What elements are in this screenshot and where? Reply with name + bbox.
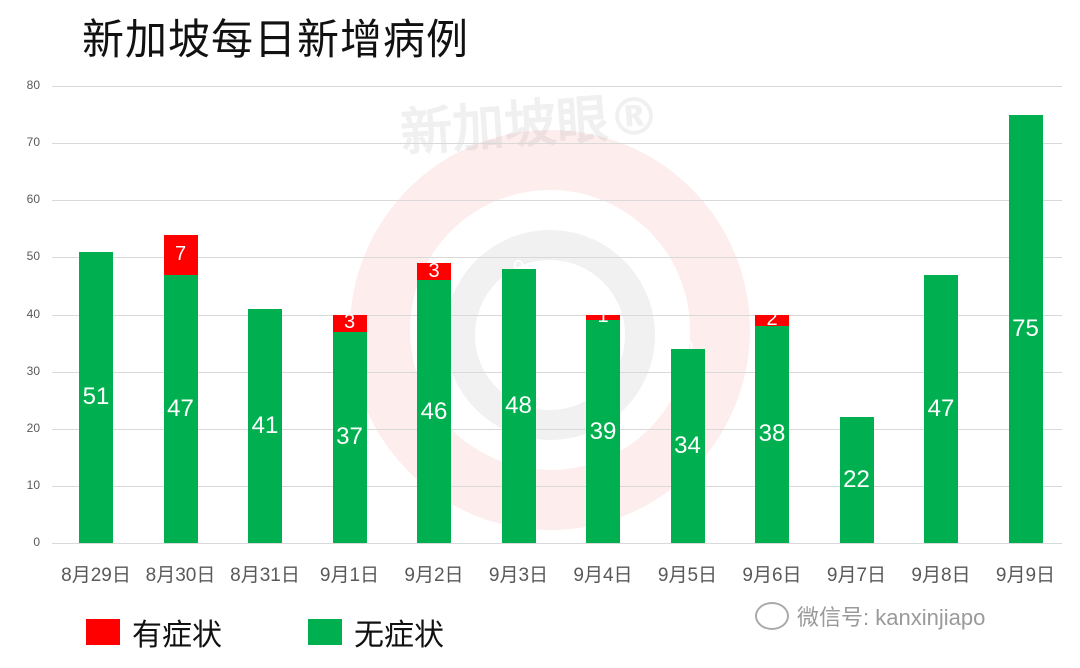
x-tick-label: 9月1日 xyxy=(319,565,380,586)
gridline xyxy=(52,86,1062,87)
gridline xyxy=(52,143,1062,145)
x-tick-label: 9月9日 xyxy=(995,565,1056,586)
bar-asymptomatic: 34 xyxy=(670,348,705,543)
x-tick-label: 9月8日 xyxy=(911,565,971,586)
gridline xyxy=(52,200,1062,202)
x-tick-label: 8月30日 xyxy=(145,565,216,586)
data-label: 39 xyxy=(589,417,617,445)
data-label: 48 xyxy=(505,391,532,419)
data-label: 1 xyxy=(597,305,609,328)
x-tick-label: 8月29日 xyxy=(61,565,131,586)
bar-symptomatic xyxy=(417,263,451,281)
data-label: 0 xyxy=(850,405,863,418)
bar-symptomatic xyxy=(332,314,367,332)
bar-symptomatic xyxy=(755,314,789,326)
bar-asymptomatic: 47 xyxy=(163,274,198,543)
bar-asymptomatic: 48 xyxy=(501,268,536,543)
bar-asymptomatic: 22 xyxy=(839,417,874,543)
legend-item-symptomatic: 有症状 xyxy=(86,610,222,654)
x-tick-label: 9月5日 xyxy=(657,565,718,586)
data-label: 34 xyxy=(674,431,701,459)
data-label: 47 xyxy=(167,394,194,422)
y-tick-label: 10 xyxy=(26,477,40,492)
data-label: 75 xyxy=(1012,314,1039,342)
gridline xyxy=(52,314,1062,316)
gridline xyxy=(52,543,1062,544)
bar-asymptomatic: 51 xyxy=(79,251,113,543)
wechat-id: 微信号: kanxinjiapo xyxy=(755,600,985,632)
data-label: 2 xyxy=(766,308,778,331)
gridline xyxy=(52,257,1062,259)
data-label: 3 xyxy=(343,311,356,334)
legend-swatch-red xyxy=(86,619,120,645)
wechat-text: 微信号: kanxinjiapo xyxy=(797,605,986,630)
y-tick-label: 20 xyxy=(26,420,40,435)
data-label: 3 xyxy=(428,259,440,282)
data-label: 0 xyxy=(512,256,525,269)
legend-label: 有症状 xyxy=(132,618,222,653)
x-tick-label: 9月7日 xyxy=(826,565,887,586)
y-tick-label: 50 xyxy=(26,249,40,264)
bar-symptomatic xyxy=(586,314,620,321)
data-label: 0 xyxy=(90,239,102,252)
data-label: 46 xyxy=(420,397,448,425)
data-label: 41 xyxy=(251,411,279,439)
data-label: 0 xyxy=(681,336,694,349)
y-tick-label: 30 xyxy=(26,363,40,378)
x-tick-label: 9月3日 xyxy=(488,565,549,586)
data-label: 38 xyxy=(758,420,786,448)
x-tick-label: 9月4日 xyxy=(573,565,633,586)
wechat-icon xyxy=(755,602,789,630)
y-tick-label: 80 xyxy=(26,78,40,92)
legend-item-asymptomatic: 无症状 xyxy=(308,610,444,654)
data-label: 0 xyxy=(259,296,271,309)
x-tick-label: 9月2日 xyxy=(404,565,464,586)
y-tick-label: 0 xyxy=(33,535,40,549)
x-tick-label: 8月31日 xyxy=(230,565,300,586)
data-label: 47 xyxy=(927,394,955,422)
data-label: 22 xyxy=(843,466,870,494)
bar-asymptomatic: 46 xyxy=(417,280,451,543)
data-label: 51 xyxy=(82,383,110,411)
y-tick-label: 70 xyxy=(26,135,40,150)
bar-asymptomatic: 75 xyxy=(1008,114,1043,543)
gridline xyxy=(52,371,1062,373)
data-label: 0 xyxy=(935,262,947,275)
bar-asymptomatic: 47 xyxy=(924,274,958,543)
bar-symptomatic xyxy=(163,234,198,275)
data-label: 0 xyxy=(1019,102,1032,115)
bar-asymptomatic: 39 xyxy=(586,320,620,543)
bar-asymptomatic: 38 xyxy=(755,325,789,543)
legend-label: 无症状 xyxy=(354,618,444,653)
chart-title: 新加坡每日新增病例 xyxy=(82,15,470,64)
x-tick-label: 9月6日 xyxy=(742,565,802,586)
y-tick-label: 40 xyxy=(26,306,40,321)
gridline xyxy=(52,428,1062,430)
bar-asymptomatic: 41 xyxy=(248,308,282,543)
legend-swatch-green xyxy=(308,619,342,645)
bar-asymptomatic: 37 xyxy=(332,331,367,543)
gridline xyxy=(52,485,1062,487)
data-label: 37 xyxy=(336,423,363,451)
data-label: 7 xyxy=(174,242,187,265)
y-tick-label: 60 xyxy=(26,192,40,207)
